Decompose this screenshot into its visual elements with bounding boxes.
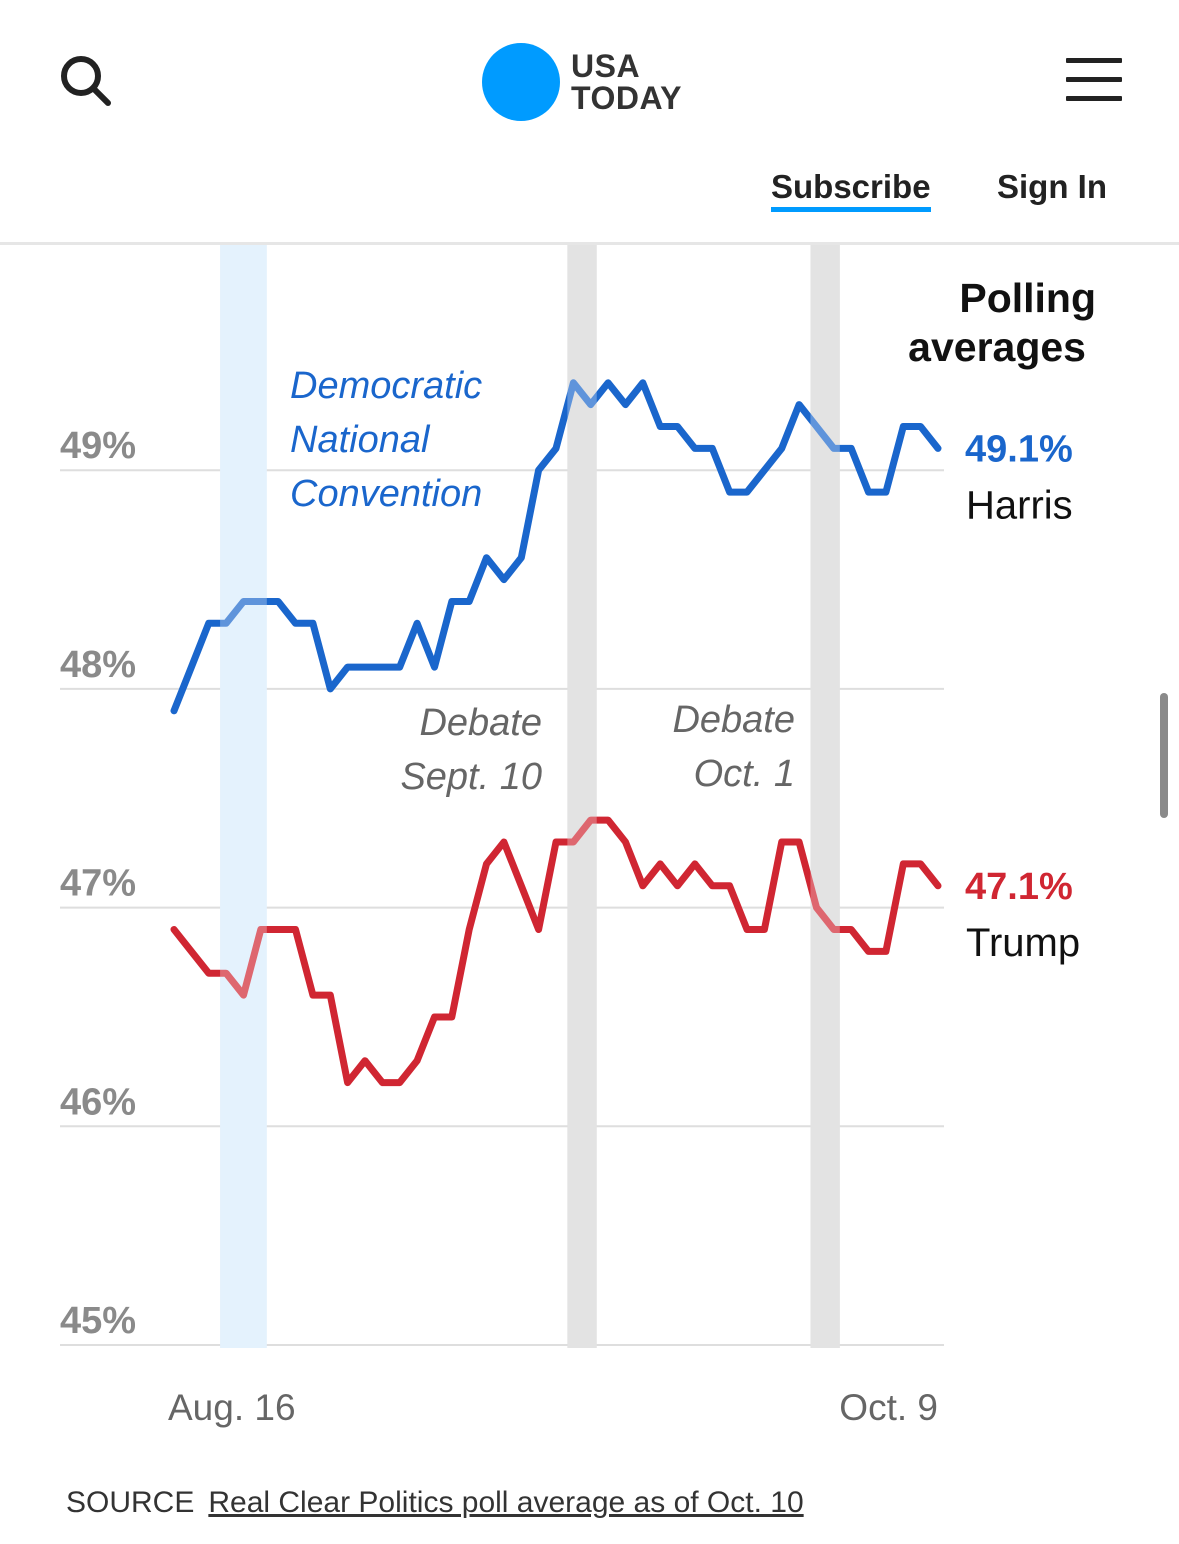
end-value-trump: 47.1%	[965, 866, 1073, 908]
series-line-trump	[170, 816, 942, 1087]
subscribe-link[interactable]: Subscribe	[771, 168, 931, 212]
band-overlay-debate1	[567, 245, 597, 1348]
series-name-harris: Harris	[966, 483, 1073, 527]
band-overlay-dnc	[220, 245, 267, 1348]
search-button[interactable]	[56, 52, 116, 112]
y-tick-label: 48%	[60, 644, 136, 686]
annotation-debate2-line: Debate	[672, 699, 795, 741]
y-tick-label: 46%	[60, 1081, 136, 1123]
logo-dot	[482, 43, 560, 121]
series-name-trump: Trump	[966, 921, 1080, 965]
band-overlay-debate2	[810, 245, 840, 1348]
band-debate1	[567, 245, 597, 1348]
source-prefix: SOURCE	[66, 1486, 195, 1519]
search-icon	[61, 56, 111, 106]
annotation-dnc-line: Convention	[290, 473, 482, 515]
annotation-dnc-line: National	[290, 419, 431, 461]
annotation-dnc-line: Democratic	[290, 365, 482, 407]
sign-in-link[interactable]: Sign In	[997, 168, 1107, 205]
usa-today-logo[interactable]: USA TODAY	[482, 42, 682, 122]
annotation-debate1-line: Sept. 10	[400, 756, 542, 798]
band-dnc	[220, 245, 267, 1348]
x-tick-label: Aug. 16	[168, 1387, 296, 1428]
source-note: SOURCE Real Clear Politics poll average a…	[66, 1486, 804, 1520]
site-header: USA TODAY Subscribe Sign In	[0, 0, 1179, 245]
scrollbar[interactable]	[1160, 693, 1168, 818]
logo-line-1: USA	[571, 48, 641, 84]
legend-title-line: averages	[908, 324, 1086, 370]
annotation-debate2-line: Oct. 1	[694, 753, 795, 795]
y-tick-label: 45%	[60, 1300, 136, 1342]
y-tick-label: 49%	[60, 425, 136, 467]
series-line-harris	[170, 379, 942, 715]
source-link[interactable]: Real Clear Politics poll average as of O…	[208, 1486, 804, 1519]
y-tick-label: 47%	[60, 863, 136, 905]
legend-title-line: Polling	[959, 275, 1096, 321]
menu-button[interactable]	[1066, 56, 1124, 104]
end-value-harris: 49.1%	[965, 428, 1073, 470]
logo-wordmark: USA TODAY	[571, 50, 682, 114]
annotation-debate1-line: Debate	[419, 702, 542, 744]
logo-line-2: TODAY	[571, 80, 682, 116]
x-tick-label: Oct. 9	[839, 1387, 938, 1428]
